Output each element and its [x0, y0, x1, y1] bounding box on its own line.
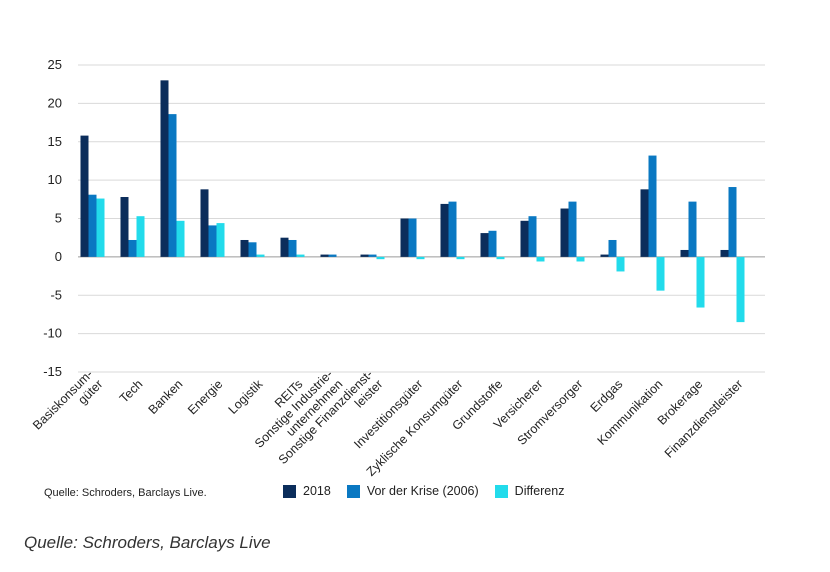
legend-item-2006: Vor der Krise (2006) [346, 484, 479, 498]
bar-2018 [720, 249, 729, 257]
x-tick-label: Erdgas [588, 377, 626, 415]
y-axis: 25 20 15 10 5 0 -5 -10 -15 [43, 57, 62, 379]
y-tick-label: 5 [55, 211, 62, 226]
bar-differenz [576, 256, 585, 262]
bar-2018 [480, 233, 489, 257]
bar-differenz [536, 256, 545, 262]
x-category-label: Finanzdienstleister [662, 377, 746, 461]
bar-2018 [640, 189, 649, 257]
bar-2018 [240, 239, 249, 257]
bar-differenz [136, 216, 145, 257]
x-tick-label: Banken [146, 377, 186, 417]
y-tick-label: 15 [48, 134, 62, 149]
bar-differenz [456, 256, 465, 260]
bar-differenz [496, 256, 505, 260]
y-tick-label: 0 [55, 249, 62, 264]
bars [80, 80, 745, 323]
x-category-label: Energie [185, 377, 225, 417]
bar-2006 [208, 225, 217, 257]
legend-label-2018: 2018 [303, 484, 331, 498]
bar-differenz [96, 198, 105, 257]
bar-2006 [688, 201, 697, 257]
bar-differenz [176, 220, 185, 257]
bar-differenz [216, 223, 225, 257]
bar-2006 [528, 216, 537, 257]
bar-differenz [416, 256, 425, 260]
bar-2006 [488, 230, 497, 257]
y-tick-label: -15 [43, 364, 62, 379]
bar-2018 [520, 220, 529, 257]
legend-item-differenz: Differenz [494, 484, 565, 498]
legend-label-2006: Vor der Krise (2006) [366, 484, 479, 498]
image-source-caption: Quelle: Schroders, Barclays Live [24, 533, 271, 552]
bar-2018 [400, 218, 409, 257]
bar-2018 [680, 249, 689, 257]
x-category-label: Basiskonsum-güter [30, 367, 105, 432]
legend-swatch-2018 [283, 484, 296, 498]
bar-2006 [168, 114, 177, 257]
bar-2006 [728, 187, 737, 257]
legend-item-2018: 2018 [283, 484, 331, 498]
bar-2006 [248, 242, 257, 257]
bar-2006 [288, 239, 297, 257]
x-category-label: Tech [117, 377, 146, 406]
bar-differenz [656, 256, 665, 291]
bar-2018 [280, 237, 289, 257]
bar-2006 [408, 218, 417, 257]
bar-2018 [600, 254, 609, 257]
legend-swatch-differenz [494, 484, 508, 498]
x-tick-label: Finanzdienstleister [662, 377, 746, 461]
bar-2006 [368, 254, 377, 257]
bar-2018 [80, 135, 89, 257]
bar-2006 [448, 201, 457, 257]
bar-2018 [360, 254, 369, 257]
x-category-label: Erdgas [588, 377, 626, 415]
legend-swatch-2006 [346, 484, 360, 498]
x-category-label: Banken [146, 377, 186, 417]
bar-differenz [616, 256, 625, 272]
chart-source-note: Quelle: Schroders, Barclays Live. [44, 487, 207, 499]
y-tick-label: 10 [48, 172, 62, 187]
bar-2006 [88, 194, 97, 257]
bar-differenz [736, 256, 745, 323]
bar-2006 [608, 239, 617, 257]
x-axis: Basiskonsum-güter Tech Banken Energie Logist… [30, 367, 745, 479]
legend-label-differenz: Differenz [514, 484, 565, 498]
bar-differenz [696, 256, 705, 308]
legend: 2018 Vor der Krise (2006) Differenz [283, 484, 564, 498]
y-tick-label: -10 [43, 326, 62, 341]
bar-2018 [560, 208, 569, 257]
y-tick-label: 25 [48, 57, 62, 72]
bar-differenz [376, 256, 385, 260]
gridlines [78, 64, 765, 373]
bar-2018 [160, 80, 169, 257]
bar-2006 [648, 155, 657, 257]
bar-2018 [120, 197, 129, 257]
bar-2018 [440, 203, 449, 257]
x-category-label: Logistik [226, 377, 266, 417]
y-tick-label: 20 [48, 95, 62, 110]
bar-2006 [128, 239, 137, 257]
x-tick-label: Logistik [226, 377, 266, 417]
bar-2018 [320, 254, 329, 257]
x-tick-label: Tech [117, 377, 146, 406]
bar-2006 [328, 254, 337, 257]
bar-differenz [296, 254, 305, 257]
y-tick-label: -5 [50, 287, 62, 302]
bar-2006 [568, 201, 577, 257]
x-tick-label: Energie [185, 377, 225, 417]
bar-differenz [256, 254, 265, 257]
bar-2018 [200, 189, 209, 257]
